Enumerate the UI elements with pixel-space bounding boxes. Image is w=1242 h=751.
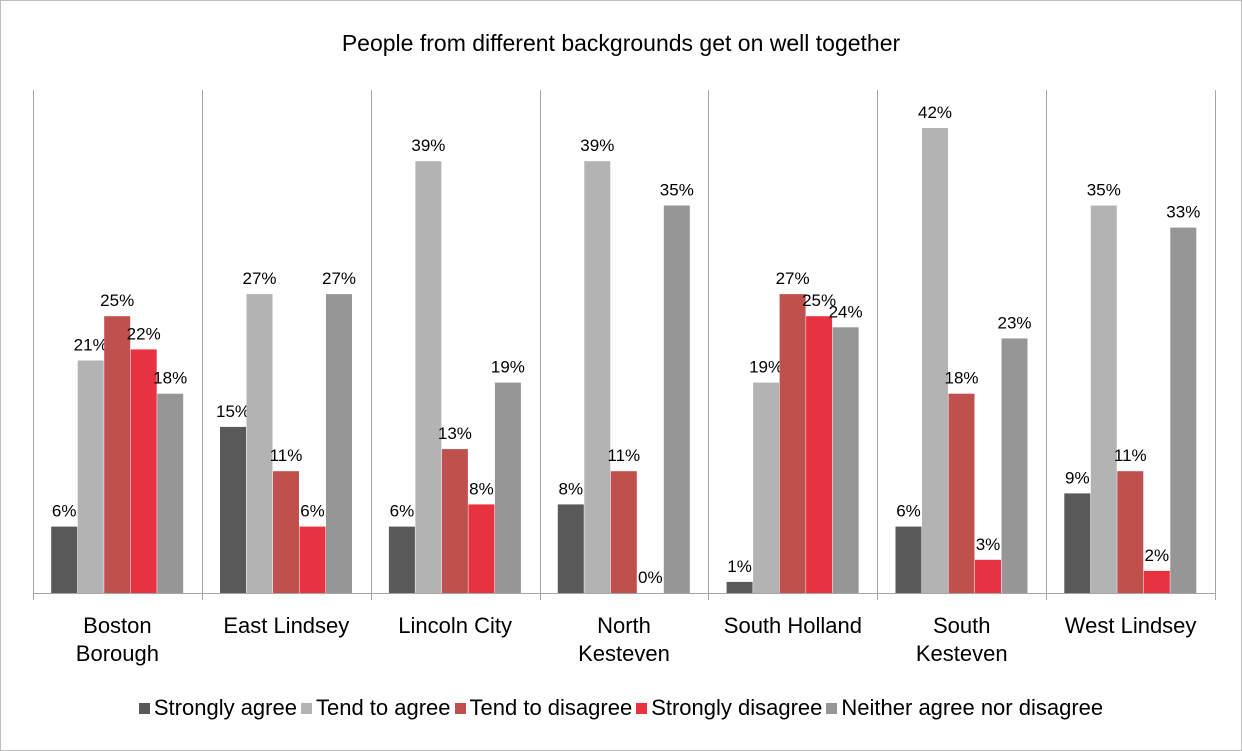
bar-tend-to-agree xyxy=(77,360,104,593)
bar-tend-to-disagree xyxy=(104,316,131,593)
data-label: 27% xyxy=(322,269,356,288)
data-label: 19% xyxy=(749,358,783,377)
data-label: 6% xyxy=(300,502,325,521)
data-label: 33% xyxy=(1166,203,1200,222)
bar-strongly-agree xyxy=(557,504,584,593)
bar-tend-to-agree xyxy=(753,382,780,593)
bar-tend-to-disagree xyxy=(779,294,806,593)
bar-strongly-agree xyxy=(388,526,415,593)
data-label: 21% xyxy=(74,336,108,355)
data-label: 11% xyxy=(607,446,640,465)
bar-tend-to-disagree xyxy=(441,449,468,593)
x-tick-label: Kesteven xyxy=(578,641,670,666)
data-label: 8% xyxy=(469,479,494,498)
legend-swatch xyxy=(454,703,466,714)
data-label: 6% xyxy=(390,502,415,521)
chart-legend: Strongly agree Tend to agree Tend to disag… xyxy=(0,695,1242,721)
bar-neither-agree-nor-disagree xyxy=(1001,338,1028,593)
bar-neither-agree-nor-disagree xyxy=(1170,227,1197,593)
bar-neither-agree-nor-disagree xyxy=(494,382,521,593)
bar-tend-to-agree xyxy=(415,161,442,593)
bar-strongly-disagree xyxy=(806,316,833,593)
bar-neither-agree-nor-disagree xyxy=(326,294,352,593)
legend-swatch xyxy=(138,703,150,714)
bar-strongly-agree xyxy=(895,526,922,593)
x-tick-label: West Lindsey xyxy=(1065,613,1197,638)
legend-swatch xyxy=(826,703,838,714)
data-label: 0% xyxy=(638,568,663,587)
bar-tend-to-disagree xyxy=(1117,471,1144,593)
bar-tend-to-disagree xyxy=(610,471,637,593)
x-tick-label: Boston xyxy=(83,613,152,638)
legend-item: Neither agree nor disagree xyxy=(826,695,1103,721)
legend-label: Neither agree nor disagree xyxy=(841,695,1104,720)
bar-neither-agree-nor-disagree xyxy=(832,327,859,593)
data-label: 19% xyxy=(491,358,525,377)
data-label: 8% xyxy=(559,479,584,498)
data-label: 18% xyxy=(153,369,187,388)
bar-strongly-disagree xyxy=(1143,570,1170,593)
data-label: 23% xyxy=(997,313,1031,332)
chart-title: People from different backgrounds get on… xyxy=(341,30,901,56)
bar-tend-to-disagree xyxy=(273,471,299,593)
legend-item: Tend to agree xyxy=(300,695,451,721)
data-label: 35% xyxy=(660,181,694,200)
bar-strongly-disagree xyxy=(130,349,157,593)
data-label: 22% xyxy=(127,324,161,343)
legend-swatch xyxy=(636,703,648,714)
bar-strongly-agree xyxy=(51,526,78,593)
legend-swatch xyxy=(300,703,312,714)
bar-tend-to-agree xyxy=(922,128,948,593)
legend-label: Strongly disagree xyxy=(651,695,823,720)
data-label: 25% xyxy=(100,291,134,310)
data-label: 6% xyxy=(896,502,921,521)
bar-strongly-agree xyxy=(1064,493,1091,593)
legend-label: Strongly agree xyxy=(153,695,297,720)
bar-tend-to-disagree xyxy=(948,393,975,593)
data-label: 13% xyxy=(438,424,472,443)
data-label: 27% xyxy=(242,269,276,288)
bar-strongly-agree xyxy=(220,426,246,593)
x-tick-label: North xyxy=(597,613,651,638)
legend-item: Strongly agree xyxy=(138,695,297,721)
legend-label: Tend to agree xyxy=(315,695,451,720)
data-label: 39% xyxy=(411,136,445,155)
x-tick-label: Lincoln City xyxy=(398,613,512,638)
data-label: 11% xyxy=(270,446,303,465)
data-label: 2% xyxy=(1145,546,1170,565)
x-tick-label: Kesteven xyxy=(916,641,1008,666)
bar-strongly-disagree xyxy=(975,559,1001,593)
data-label: 9% xyxy=(1065,468,1090,487)
data-label: 1% xyxy=(727,557,752,576)
bar-strongly-disagree xyxy=(299,526,326,593)
bar-neither-agree-nor-disagree xyxy=(157,393,184,593)
data-label: 24% xyxy=(829,302,863,321)
data-label: 11% xyxy=(1114,446,1147,465)
data-label: 42% xyxy=(918,103,952,122)
bar-strongly-disagree xyxy=(468,504,495,593)
x-tick-label: South xyxy=(933,613,991,638)
legend-item: Tend to disagree xyxy=(454,695,633,721)
data-label: 3% xyxy=(976,535,1001,554)
bar-tend-to-agree xyxy=(1090,205,1117,593)
data-label: 6% xyxy=(52,502,77,521)
data-label: 15% xyxy=(216,402,250,421)
data-label: 27% xyxy=(776,269,810,288)
bar-neither-agree-nor-disagree xyxy=(663,205,690,593)
bar-strongly-agree xyxy=(726,581,753,593)
legend-item: Strongly disagree xyxy=(636,695,822,721)
x-tick-label: South Holland xyxy=(724,613,862,638)
bar-tend-to-agree xyxy=(584,161,611,593)
x-tick-label: Borough xyxy=(76,641,159,666)
data-label: 25% xyxy=(802,291,836,310)
data-label: 18% xyxy=(944,369,978,388)
bar-tend-to-agree xyxy=(246,294,273,593)
data-label: 39% xyxy=(580,136,614,155)
data-label: 35% xyxy=(1087,181,1121,200)
x-tick-label: East Lindsey xyxy=(223,613,349,638)
legend-label: Tend to disagree xyxy=(469,695,633,720)
